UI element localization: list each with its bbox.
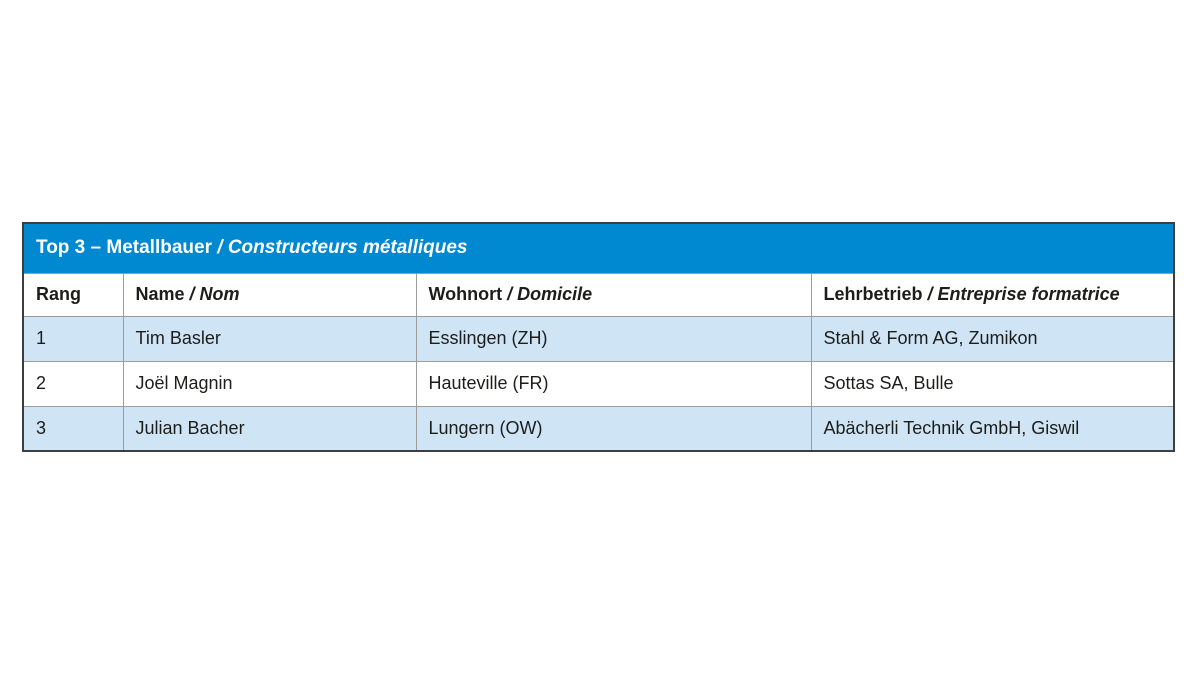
- cell-wohnort: Lungern (OW): [415, 405, 812, 452]
- col-header-wohnort: Wohnort / Domicile: [415, 272, 812, 317]
- table-title: Top 3 – Metallbauer / Constructeurs méta…: [22, 222, 1175, 274]
- col-header-lehrbetrieb: Lehrbetrieb / Entreprise formatrice: [810, 272, 1175, 317]
- cell-lehrbetrieb: Sottas SA, Bulle: [810, 360, 1175, 407]
- cell-lehrbetrieb: Abächerli Technik GmbH, Giswil: [810, 405, 1175, 452]
- table-title-de: Top 3 – Metallbauer: [36, 237, 212, 259]
- results-table: Top 3 – Metallbauer / Constructeurs méta…: [22, 222, 1176, 452]
- table-title-fr: Constructeurs métalliques: [227, 237, 468, 259]
- col-header-name-separator: /: [184, 284, 200, 305]
- col-header-wohnort-separator: /: [502, 284, 518, 305]
- col-header-lehrbetrieb-separator: /: [922, 284, 938, 305]
- col-header-name: Name / Nom: [122, 272, 417, 317]
- col-header-name-fr: Nom: [199, 284, 240, 305]
- cell-rang: 3: [22, 405, 124, 452]
- results-table-container: Top 3 – Metallbauer / Constructeurs méta…: [22, 222, 1176, 452]
- col-header-name-de: Name: [135, 284, 185, 305]
- cell-name: Joël Magnin: [122, 360, 417, 407]
- col-header-wohnort-fr: Domicile: [517, 284, 593, 305]
- cell-wohnort: Esslingen (ZH): [415, 315, 812, 362]
- cell-rang: 2: [22, 360, 124, 407]
- cell-name: Julian Bacher: [122, 405, 417, 452]
- table-title-row: Top 3 – Metallbauer / Constructeurs méta…: [22, 222, 1175, 274]
- col-header-lehrbetrieb-de: Lehrbetrieb: [823, 284, 923, 305]
- cell-wohnort: Hauteville (FR): [415, 360, 812, 407]
- cell-rang: 1: [22, 315, 124, 362]
- cell-name: Tim Basler: [122, 315, 417, 362]
- table-row: 1 Tim Basler Esslingen (ZH) Stahl & Form…: [22, 315, 1175, 362]
- col-header-rang-label: Rang: [36, 284, 81, 305]
- table-title-separator: /: [211, 237, 228, 259]
- table-header-row: Rang Name / Nom Wohnort / Domicile Lehrb…: [22, 272, 1175, 317]
- table-row: 3 Julian Bacher Lungern (OW) Abächerli T…: [22, 405, 1175, 452]
- cell-lehrbetrieb: Stahl & Form AG, Zumikon: [810, 315, 1175, 362]
- table-row: 2 Joël Magnin Hauteville (FR) Sottas SA,…: [22, 360, 1175, 407]
- col-header-rang: Rang: [22, 272, 124, 317]
- col-header-wohnort-de: Wohnort: [428, 284, 503, 305]
- col-header-lehrbetrieb-fr: Entreprise formatrice: [937, 284, 1120, 305]
